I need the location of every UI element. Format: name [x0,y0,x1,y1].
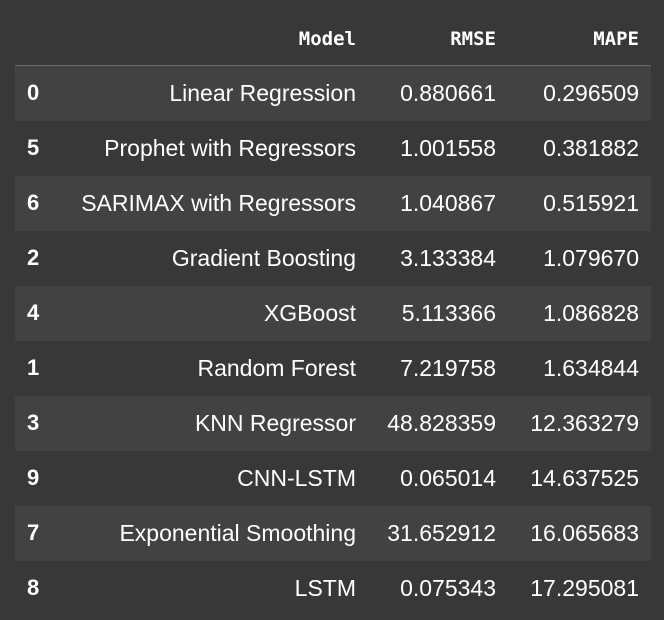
table-body: 0 Linear Regression 0.880661 0.296509 5 … [15,65,651,616]
mape-cell: 12.363279 [530,409,639,436]
model-cell: Prophet with Regressors [104,134,356,161]
model-cell: Exponential Smoothing [119,519,356,546]
table-row: 3 KNN Regressor 48.828359 12.363279 [15,395,651,451]
mape-cell: 1.086828 [543,299,639,326]
mape-column-header: MAPE [508,12,651,66]
row-index: 3 [27,410,40,435]
rmse-cell: 1.001558 [400,134,496,161]
results-table: Model RMSE MAPE 0 Linear Regression 0.88… [15,12,651,616]
rmse-cell: 5.113366 [401,299,496,326]
mape-cell: 0.381882 [543,134,639,161]
model-cell: Linear Regression [169,79,356,106]
mape-cell: 0.515921 [543,189,639,216]
rmse-cell: 0.075343 [400,574,496,601]
rmse-cell: 1.040867 [400,189,496,216]
row-index: 6 [27,190,40,215]
rmse-cell: 3.133384 [400,244,496,271]
row-index: 8 [27,575,40,600]
model-cell: Random Forest [197,354,356,381]
row-index: 0 [27,80,40,106]
mape-cell: 17.295081 [530,574,639,601]
model-column-header: Model [55,12,368,66]
table-row: 9 CNN-LSTM 0.065014 14.637525 [15,451,651,506]
rmse-cell: 31.652912 [387,519,496,546]
mape-cell: 16.065683 [530,519,639,546]
table-row: 7 Exponential Smoothing 31.652912 16.065… [15,505,651,561]
model-cell: LSTM [294,574,356,601]
model-cell: Gradient Boosting [171,244,356,271]
rmse-cell: 0.880661 [400,79,496,106]
row-index: 4 [27,300,40,325]
model-cell: KNN Regressor [194,409,356,436]
table-row: 1 Random Forest 7.219758 1.634844 [15,341,651,396]
rmse-cell: 0.065014 [400,464,496,491]
mape-cell: 0.296509 [543,79,639,106]
model-cell: CNN-LSTM [237,464,356,491]
table-row: 4 XGBoost 5.113366 1.086828 [15,285,651,341]
table-row: 5 Prophet with Regressors 1.001558 0.381… [15,121,651,176]
mape-cell: 1.634844 [543,354,639,381]
row-index: 5 [27,135,40,160]
row-index: 2 [27,245,40,270]
model-cell: SARIMAX with Regressors [81,189,356,216]
row-index: 9 [27,465,40,490]
model-cell: XGBoost [263,299,356,326]
table-header: Model RMSE MAPE [15,12,651,66]
table-row: 6 SARIMAX with Regressors 1.040867 0.515… [15,175,651,231]
rmse-column-header: RMSE [368,12,508,66]
mape-cell: 1.079670 [543,244,639,271]
row-index: 1 [27,355,40,380]
header-row: Model RMSE MAPE [15,12,651,66]
rmse-cell: 48.828359 [387,409,496,436]
table-row: 2 Gradient Boosting 3.133384 1.079670 [15,231,651,286]
table-row: 8 LSTM 0.075343 17.295081 [15,561,651,616]
table-row: 0 Linear Regression 0.880661 0.296509 [15,65,651,121]
row-index: 7 [27,520,40,545]
rmse-cell: 7.219758 [400,354,496,381]
mape-cell: 14.637525 [530,464,639,491]
index-column-header [15,12,55,66]
